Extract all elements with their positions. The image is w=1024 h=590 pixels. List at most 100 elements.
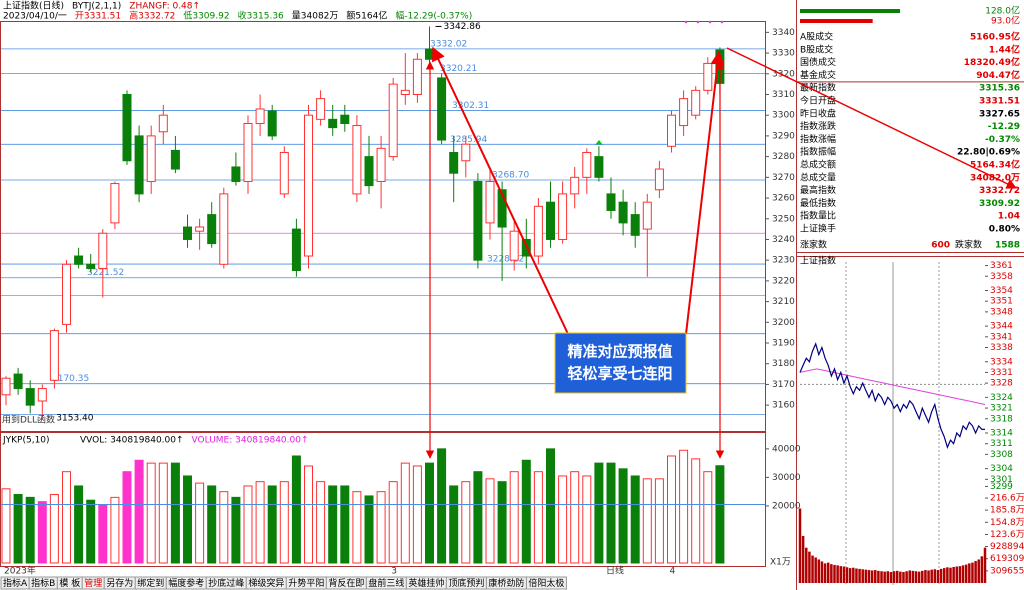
header-text: 收3315.36 — [238, 10, 284, 22]
tab[interactable]: 绑定到 — [134, 576, 167, 590]
volume-bar — [62, 471, 71, 564]
tab-label[interactable]: 升势平阳 — [288, 577, 324, 589]
tab[interactable]: 幅度参考 — [165, 576, 207, 590]
tab-label[interactable]: 盘前三线 — [368, 577, 404, 589]
tab[interactable]: 抄底过峰 — [205, 576, 247, 590]
candle-body — [412, 58, 422, 95]
row-label: A股成交 — [800, 31, 833, 43]
volume-bar — [497, 481, 507, 564]
tab[interactable]: 另存为 — [103, 576, 136, 590]
tab[interactable]: 管理 — [81, 576, 105, 590]
tab-label[interactable]: 绑定到 — [137, 577, 164, 589]
x-tick-label: 2023年 — [4, 565, 36, 577]
row-value: 3331.51 — [979, 97, 1020, 107]
candle-body — [533, 205, 543, 257]
tab-label[interactable]: 倍阳太极 — [528, 577, 564, 589]
tab-label[interactable]: 背反在即 — [328, 577, 364, 589]
tab-label[interactable]: 梯级突异 — [248, 577, 284, 589]
tab[interactable]: 倍阳太极 — [525, 576, 567, 590]
volume-bar — [291, 455, 301, 564]
volume-bar — [533, 471, 543, 564]
y-tick-label: 3331 — [990, 368, 1013, 378]
tab[interactable]: 英雄挂帅 — [405, 576, 447, 590]
volume-bar — [703, 471, 713, 564]
row-value: -12.29 — [988, 122, 1020, 132]
volume-bar — [449, 485, 459, 564]
candle-body — [304, 114, 313, 257]
tab[interactable]: 指标B — [28, 576, 58, 590]
y-tick-label: 3361 — [990, 261, 1013, 271]
tab[interactable]: 升势平阳 — [285, 576, 327, 590]
tab[interactable]: 梯级突异 — [245, 576, 287, 590]
candle-body — [1, 377, 11, 396]
tab[interactable]: 指标A — [0, 576, 30, 590]
tab[interactable]: 顶底预判 — [445, 576, 487, 590]
header-text: 量34082万 — [292, 11, 339, 22]
tab-label[interactable]: 指标A — [3, 577, 28, 589]
y-tick-label: 3308 — [990, 450, 1013, 460]
tab-bg[interactable] — [525, 576, 567, 590]
tab-label[interactable]: 指标B — [31, 577, 55, 589]
y-tick-label: 3344 — [990, 322, 1013, 332]
tab-label[interactable]: 模 板 — [59, 577, 80, 589]
y-tick-label: 3321 — [990, 404, 1013, 414]
candle-body — [497, 189, 507, 228]
tab[interactable]: 盘前三线 — [365, 576, 407, 590]
volume-bar — [412, 465, 422, 564]
y-tick-label: 3314 — [990, 429, 1013, 439]
candle-body — [449, 151, 459, 174]
tab-label[interactable]: 康桥劲防 — [488, 577, 524, 589]
row-label: 指数涨跌 — [800, 120, 836, 132]
tab[interactable]: 康桥劲防 — [485, 576, 527, 590]
row-label: 上证换手 — [800, 223, 836, 235]
callout-box — [554, 332, 687, 394]
y-tick-label: 3300 — [772, 111, 795, 121]
candle-body — [594, 156, 604, 178]
volume-bar — [691, 458, 701, 564]
row-value: 3332.72 — [979, 186, 1020, 196]
y-tick-label: 3180 — [772, 359, 795, 369]
decorations — [595, 20, 724, 145]
volume-bar — [340, 485, 350, 564]
y-tick-label: 3320 — [772, 69, 795, 79]
y-tick-label: 3260 — [772, 194, 795, 204]
candle-body — [98, 232, 108, 269]
volume-bar — [37, 501, 47, 564]
tab-label[interactable]: 管理 — [84, 577, 102, 589]
row-label: 最高指数 — [800, 184, 836, 196]
x-tick-label: 3 — [391, 567, 397, 577]
candle-body — [509, 230, 519, 261]
row-label: 最低指数 — [800, 197, 836, 209]
volume-bar — [328, 485, 338, 564]
tab-label[interactable]: 英雄挂帅 — [408, 577, 444, 589]
y-tick-label: 3160 — [772, 401, 795, 411]
avg-line — [799, 368, 986, 405]
volume-bar — [546, 448, 555, 564]
row-value: 3309.92 — [979, 199, 1020, 209]
candle-body — [654, 168, 664, 191]
tab-label[interactable]: 幅度参考 — [168, 577, 204, 589]
tab-label[interactable]: 抄底过峰 — [208, 577, 244, 589]
volume-bar — [49, 494, 59, 564]
volume-bar — [267, 485, 277, 564]
candle-body — [582, 151, 592, 178]
candle-body — [25, 388, 35, 406]
y-tick-label: 3311 — [990, 439, 1013, 449]
header-text: 额5164亿 — [346, 10, 387, 22]
level-label: 3170.35 — [52, 374, 89, 384]
candle-body — [485, 180, 495, 224]
volume-bar — [279, 481, 289, 564]
tab-label[interactable]: 顶底预判 — [448, 577, 484, 589]
volume-bar — [473, 471, 483, 564]
tab[interactable]: 背反在即 — [325, 576, 367, 590]
tab-label[interactable]: 另存为 — [106, 577, 133, 589]
y-tick-label: 3230 — [772, 256, 795, 266]
y-tick-label: 3304 — [990, 464, 1013, 474]
y-tick-label: 3318 — [990, 414, 1013, 424]
candle-body — [376, 147, 386, 182]
tab[interactable]: 模 板 — [56, 576, 83, 590]
volume-bar — [679, 449, 689, 564]
y-tick-label: 3358 — [990, 272, 1013, 282]
y-tick-label: 123.6万 — [990, 530, 1024, 540]
